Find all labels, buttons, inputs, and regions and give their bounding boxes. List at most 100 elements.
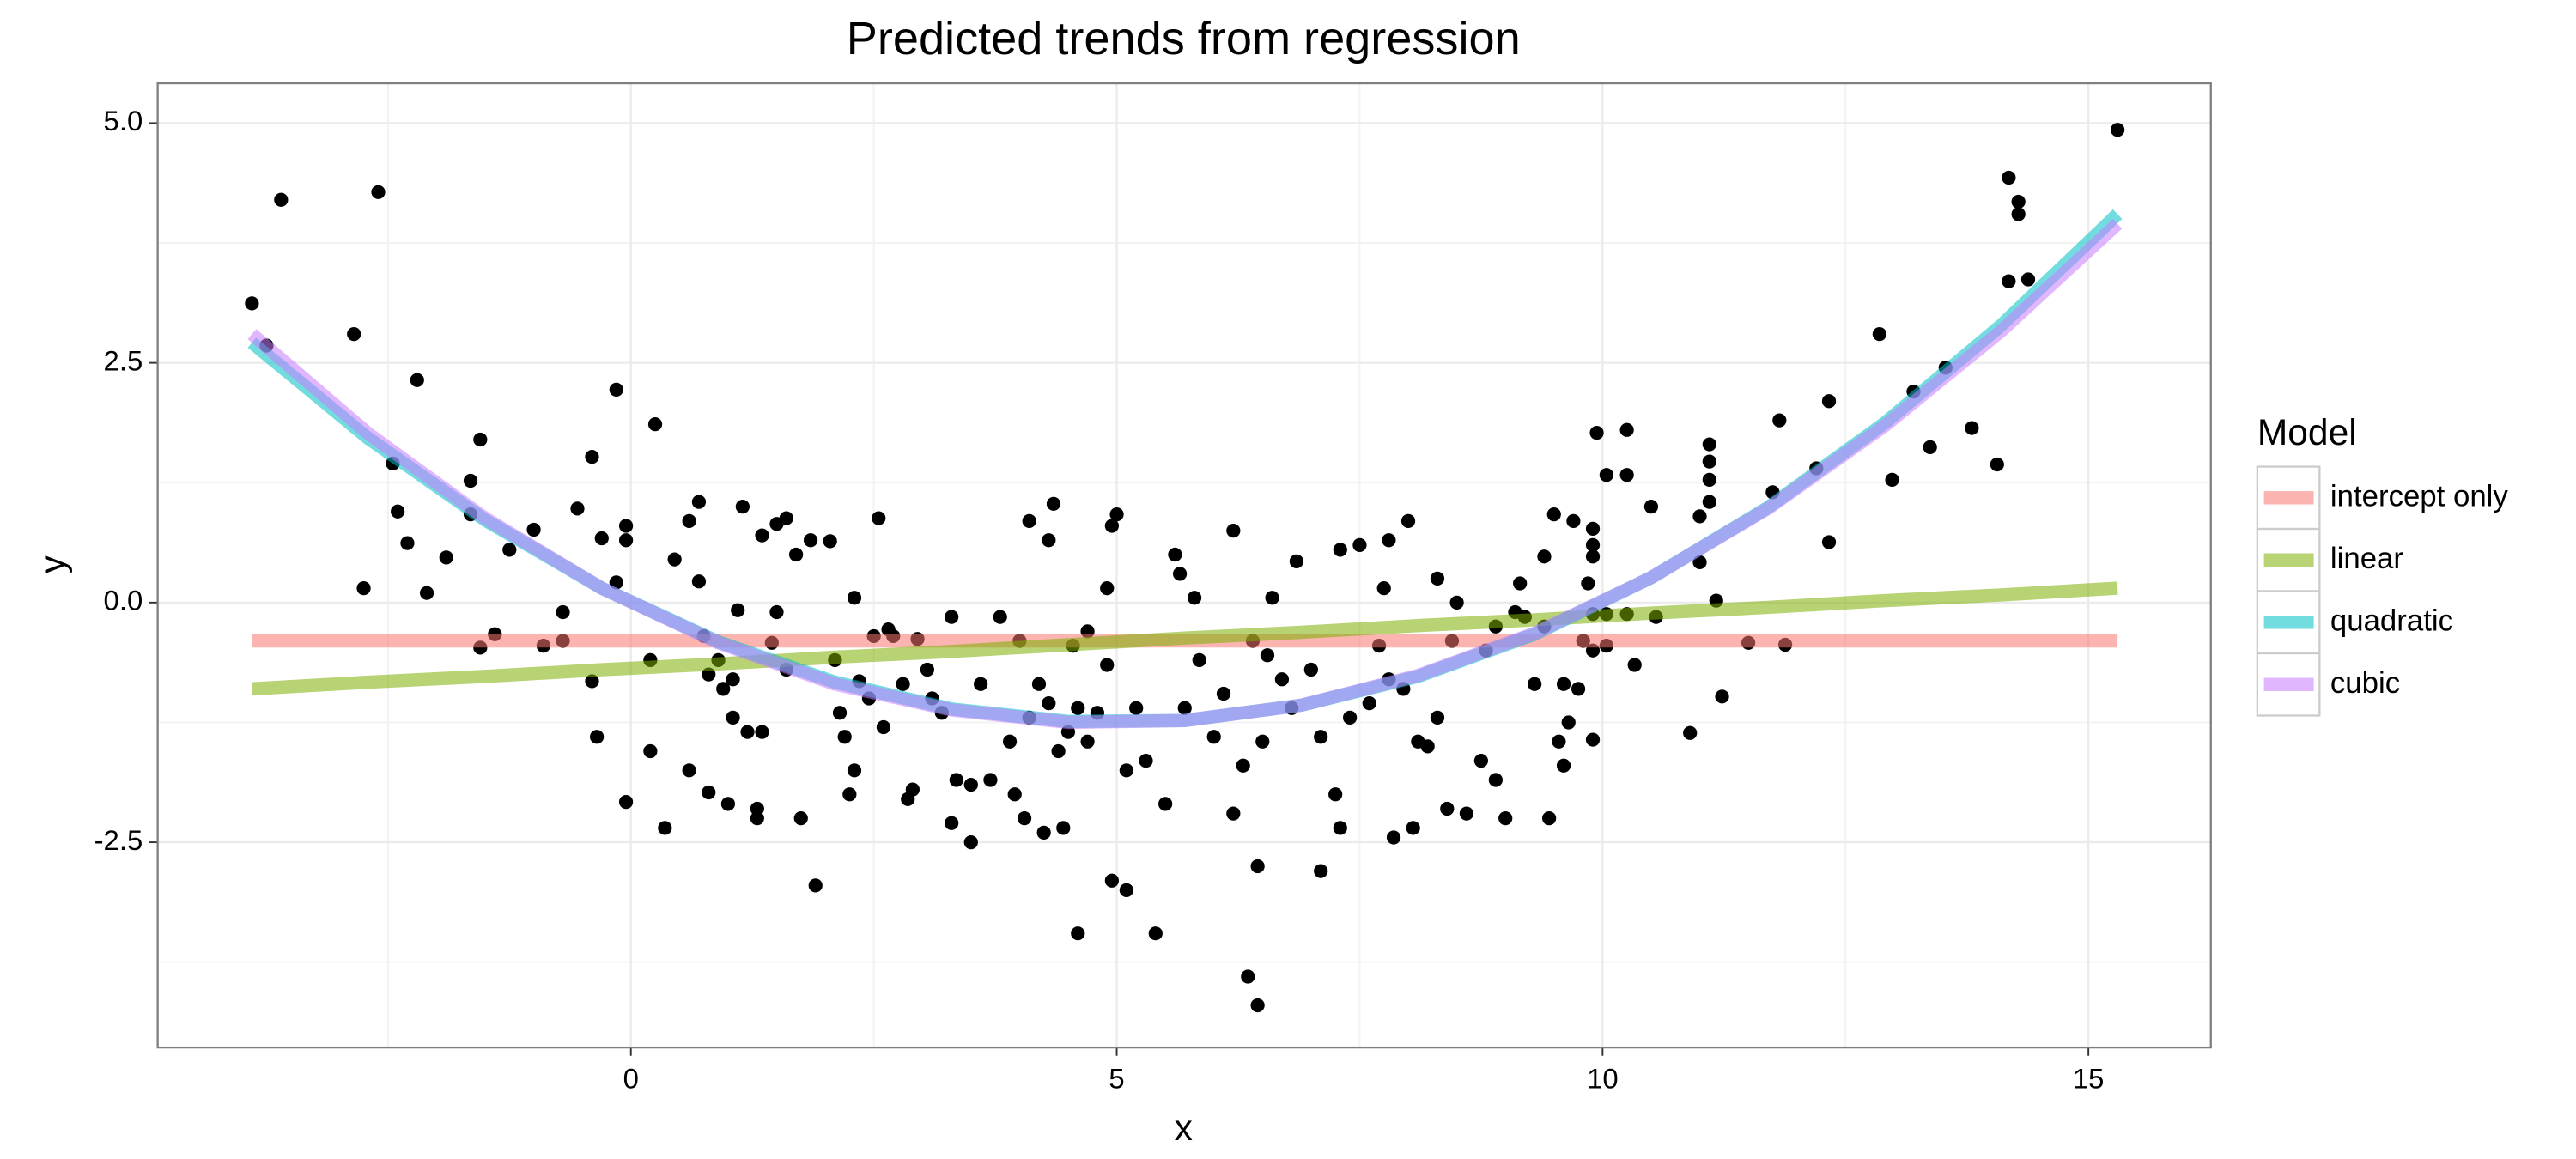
data-point [526,522,541,537]
legend-title: Model [2257,413,2357,453]
data-point [779,511,793,525]
data-point [1498,811,1513,826]
data-point [1289,554,1304,568]
data-point [945,816,959,830]
data-point [1619,468,1634,482]
data-point [1206,730,1221,744]
data-point [1241,969,1255,984]
data-point [682,763,696,778]
data-point [1274,672,1290,687]
data-point [2002,170,2016,185]
data-point [1236,758,1250,773]
data-point [1702,472,1716,488]
data-point [1042,696,1056,711]
data-point [1046,496,1061,511]
data-point [808,878,823,893]
data-point [731,603,745,617]
data-point [1627,658,1642,672]
data-point [1821,394,1837,409]
data-point [682,513,696,529]
data-point [1265,591,1279,605]
data-point [1528,677,1542,691]
data-point [1585,521,1601,536]
y-tick-label: 5.0 [104,105,143,137]
data-point [1513,576,1528,591]
data-point [842,787,857,802]
data-point [1036,825,1051,840]
data-point [1362,696,1376,711]
data-point [963,777,978,792]
data-point [872,511,886,525]
x-tick-label: 10 [1587,1062,1619,1094]
data-point [755,725,769,739]
trend-line [247,218,2123,730]
data-point [1585,549,1601,564]
data-point [1216,686,1231,701]
data-point [847,763,862,778]
data-point [905,782,920,797]
data-point [983,773,998,787]
data-point [1692,555,1707,570]
data-point [1109,507,1124,522]
data-point [1255,734,1270,749]
data-point [1104,873,1120,888]
data-point [1002,734,1018,749]
data-point [556,604,570,620]
data-point [594,531,609,546]
data-point [1552,734,1566,749]
data-point [691,574,707,589]
data-point [1546,507,1561,522]
data-point [1119,763,1133,778]
data-point [618,795,634,810]
data-point [618,519,634,533]
data-point [1702,437,1716,452]
data-point [1702,495,1716,509]
data-point [920,662,934,677]
data-point [949,773,963,787]
data-point [463,473,478,488]
legend-label: cubic [2330,667,2400,700]
data-point [755,528,769,543]
data-point [1017,811,1032,826]
legend-label: linear [2330,543,2403,575]
data-point [1406,821,1420,835]
data-point [2002,274,2016,288]
legend-label: intercept only [2330,480,2508,513]
data-point [1537,549,1552,564]
data-point [750,801,764,816]
data-point [1007,787,1022,802]
data-point [1430,571,1445,586]
data-point [1071,926,1085,941]
data-point [1643,500,1659,514]
data-point [502,543,517,557]
data-point [1885,472,1899,488]
data-point [1440,801,1455,816]
data-point [658,821,672,835]
data-point [788,547,804,562]
data-point [832,706,848,720]
data-point [1459,806,1474,821]
data-point [1129,701,1144,715]
data-point [1139,754,1153,768]
data-point [1571,682,1586,696]
data-point [1556,677,1571,691]
data-point [1821,535,1837,549]
data-point [647,416,663,432]
data-point [2110,123,2125,137]
data-point [1449,595,1464,610]
data-point [1226,806,1241,821]
data-point [1430,710,1445,725]
data-point [1589,426,1604,440]
data-point [740,725,755,739]
data-point [2011,207,2026,221]
data-point [1172,567,1188,581]
data-point [1488,773,1503,787]
data-point [667,552,682,567]
data-point [1352,537,1367,552]
data-point [1226,523,1241,538]
data-point [1619,422,1634,437]
data-point [1260,648,1275,663]
data-point [963,834,978,850]
data-point [1923,440,1937,455]
